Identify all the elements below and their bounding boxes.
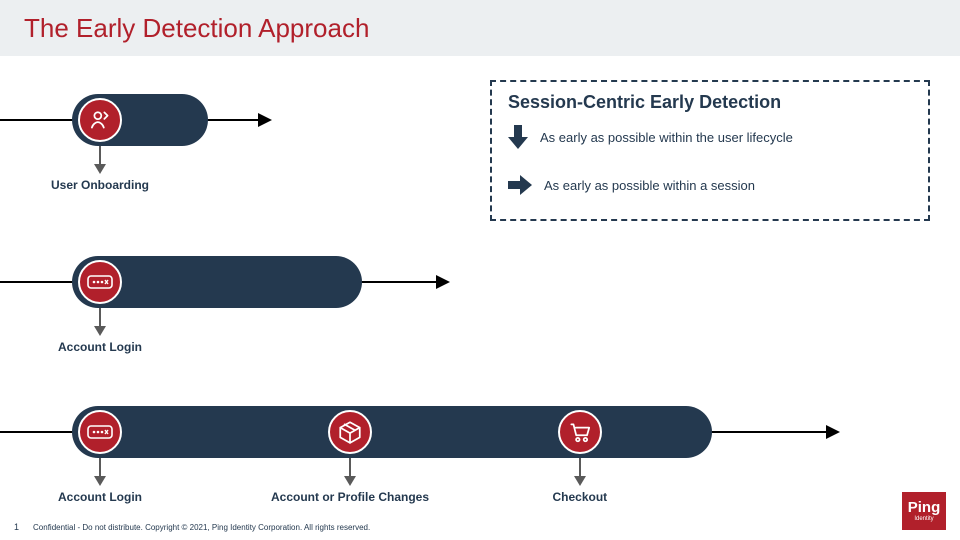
connector-arrow-icon [94,326,106,336]
connector-arrow-icon [94,476,106,486]
node-label: Account Login [58,340,142,354]
info-row-text: As early as possible within the user lif… [540,130,793,145]
footer: 1 Confidential - Do not distribute. Copy… [14,522,370,532]
password-icon [78,410,122,454]
node-label: User Onboarding [51,178,149,192]
page-number: 1 [14,522,19,532]
stage-pill [72,406,712,458]
info-box-title: Session-Centric Early Detection [508,92,912,113]
logo-main: Ping [908,500,941,515]
arrow-head-icon [436,275,450,289]
connector-line [99,458,101,476]
cart-icon [558,410,602,454]
ping-logo: Ping Identity [902,492,946,530]
box-icon [328,410,372,454]
connector-line [99,146,101,164]
node-label: Checkout [553,490,608,504]
arrow-right-icon [508,175,532,195]
info-box: Session-Centric Early Detection As early… [490,80,930,221]
user-icon [78,98,122,142]
info-row: As early as possible within the user lif… [508,125,912,149]
footer-text: Confidential - Do not distribute. Copyri… [33,523,370,532]
info-row: As early as possible within a session [508,175,912,195]
title-bar: The Early Detection Approach [0,0,960,56]
password-icon [78,260,122,304]
connector-line [579,458,581,476]
arrow-down-icon [508,125,528,149]
connector-arrow-icon [94,164,106,174]
page-title: The Early Detection Approach [24,13,369,44]
arrow-head-icon [826,425,840,439]
arrow-head-icon [258,113,272,127]
logo-sub: Identity [914,516,933,522]
connector-line [349,458,351,476]
connector-arrow-icon [344,476,356,486]
node-label: Account or Profile Changes [271,490,429,504]
connector-line [99,308,101,326]
node-label: Account Login [58,490,142,504]
info-row-text: As early as possible within a session [544,178,755,193]
connector-arrow-icon [574,476,586,486]
